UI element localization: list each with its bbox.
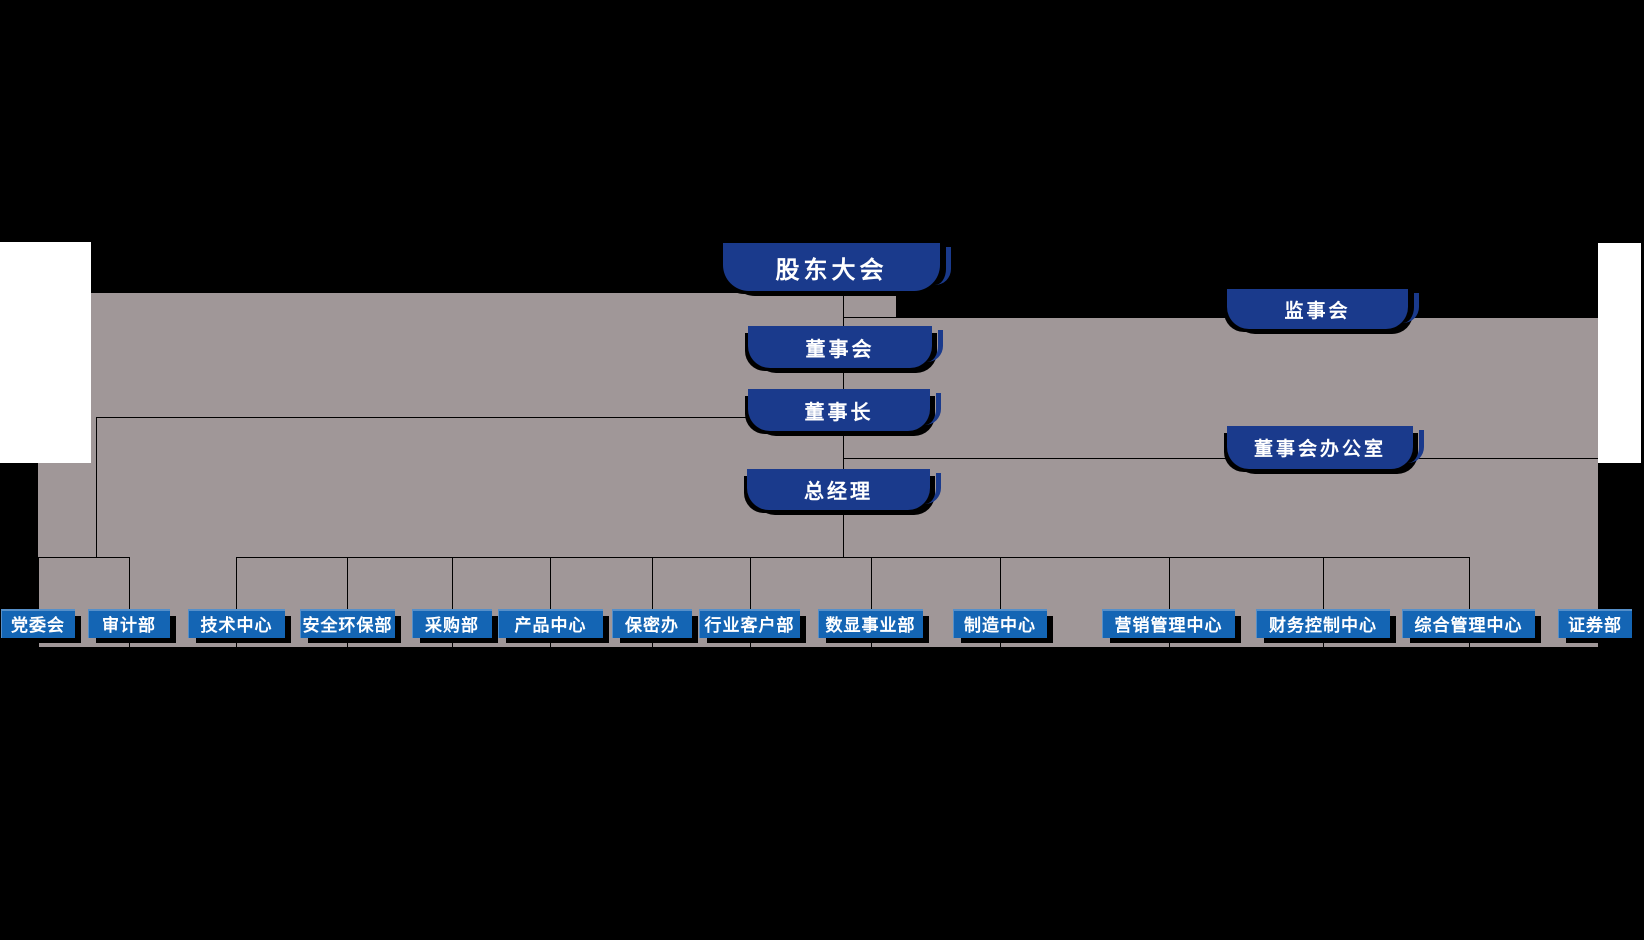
- connector-to-supervisory-board: [843, 317, 1230, 318]
- org-node-board-office: 董事会办公室: [1227, 426, 1424, 469]
- org-node-label: 股东大会: [775, 256, 888, 284]
- org-node-party-committee: 党委会: [1, 609, 75, 638]
- org-node-safety-environment-dept: 安全环保部: [300, 609, 395, 638]
- org-node-label: 安全环保部: [302, 616, 393, 635]
- org-node-label: 总经理: [804, 481, 873, 503]
- org-node-label: 产品中心: [514, 616, 587, 635]
- org-node-label: 技术中心: [200, 616, 273, 635]
- org-node-label: 董事会办公室: [1253, 439, 1386, 460]
- connector-drop-dept: [750, 557, 751, 647]
- connector-drop-dept: [1323, 557, 1324, 647]
- org-node-manufacturing-center: 制造中心: [953, 609, 1047, 638]
- org-node-label: 证券部: [1568, 616, 1622, 635]
- connector-to-board-office: [843, 458, 1598, 459]
- connector-drop-dept: [1169, 557, 1170, 647]
- connector-drop-dept: [1000, 557, 1001, 647]
- org-node-shareholders-meeting: 股东大会: [723, 243, 951, 291]
- connector-left-drop: [96, 417, 97, 557]
- org-node-label: 营销管理中心: [1114, 616, 1223, 635]
- org-node-label: 董事会: [805, 338, 875, 361]
- org-node-label: 制造中心: [964, 616, 1036, 635]
- org-node-label: 监事会: [1284, 300, 1351, 322]
- connector-drop-dept: [550, 557, 551, 647]
- connector-drop-dept: [652, 557, 653, 647]
- org-node-label: 党委会: [11, 616, 65, 635]
- org-node-financial-control-center: 财务控制中心: [1256, 609, 1390, 638]
- left-margin-strip: [0, 242, 91, 463]
- connector-board-depts-bus: [38, 557, 130, 558]
- org-node-marketing-management-center: 营销管理中心: [1102, 609, 1235, 638]
- connector-drop-dept: [452, 557, 453, 647]
- connector-chairman-left: [96, 417, 845, 418]
- org-node-general-management-center: 综合管理中心: [1402, 609, 1535, 638]
- connector-drop-dept: [347, 557, 348, 647]
- org-node-supervisory-board: 监事会: [1227, 289, 1419, 329]
- org-node-technology-center: 技术中心: [188, 609, 285, 638]
- org-node-label: 审计部: [102, 616, 156, 635]
- org-node-digital-display-division: 数显事业部: [818, 609, 923, 638]
- org-node-securities-dept: 证券部: [1558, 609, 1632, 638]
- org-node-purchasing-dept: 采购部: [412, 609, 492, 638]
- chart-background-right: [896, 318, 1598, 647]
- org-node-label: 财务控制中心: [1269, 616, 1377, 635]
- org-node-label: 保密办: [625, 616, 679, 635]
- org-node-label: 董事长: [804, 401, 874, 424]
- connector-drop-dept: [871, 557, 872, 647]
- org-node-board-of-directors: 董事会: [748, 326, 943, 368]
- org-node-industry-customer-dept: 行业客户部: [699, 609, 800, 638]
- connector-drop-dept: [236, 557, 237, 647]
- org-node-product-center: 产品中心: [498, 609, 603, 638]
- connector-departments-bus: [236, 557, 1469, 558]
- org-node-audit-dept: 审计部: [88, 609, 170, 638]
- org-node-general-manager: 总经理: [747, 469, 941, 510]
- right-margin-strip: [1598, 243, 1641, 463]
- org-node-label: 数显事业部: [825, 616, 916, 635]
- connector-drop-dept: [1469, 557, 1470, 647]
- org-node-label: 综合管理中心: [1414, 616, 1523, 635]
- org-node-label: 行业客户部: [704, 616, 795, 635]
- org-node-label: 采购部: [425, 616, 479, 635]
- connector-drop-party-committee: [38, 557, 39, 647]
- connector-drop-audit: [129, 557, 130, 647]
- org-node-confidentiality-office: 保密办: [612, 609, 692, 638]
- org-node-chairman: 董事长: [748, 389, 941, 431]
